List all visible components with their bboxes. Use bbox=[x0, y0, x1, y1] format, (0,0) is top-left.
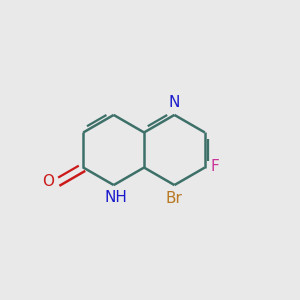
Text: NH: NH bbox=[105, 190, 128, 206]
Text: Br: Br bbox=[166, 191, 183, 206]
Text: N: N bbox=[168, 94, 179, 110]
Text: F: F bbox=[211, 159, 220, 174]
Text: O: O bbox=[42, 174, 54, 189]
